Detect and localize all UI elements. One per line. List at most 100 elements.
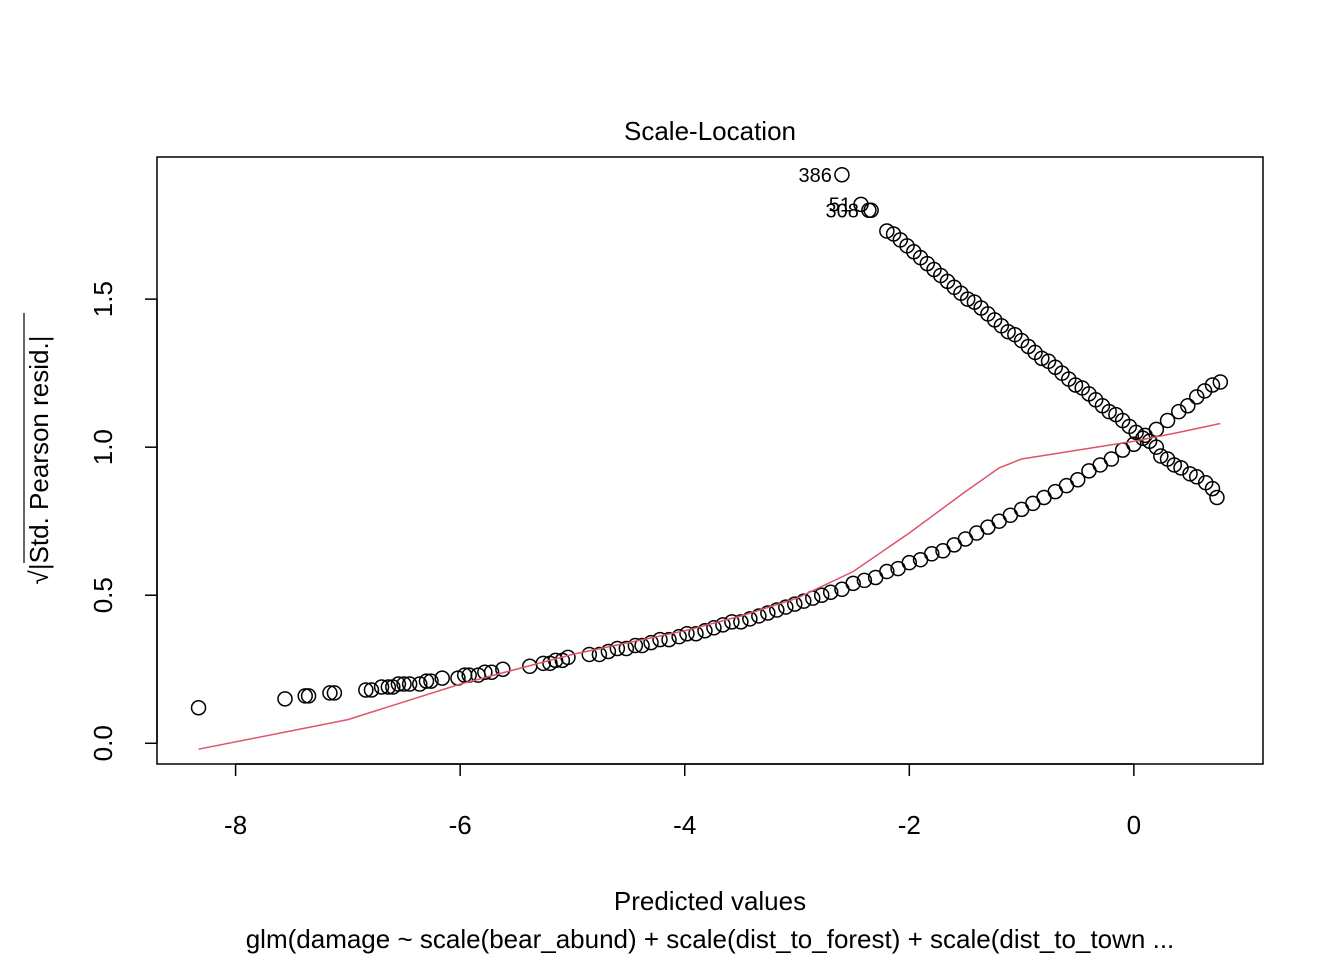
x-tick-label: -8: [224, 810, 247, 840]
chart-title: Scale-Location: [624, 116, 796, 146]
data-point: [1180, 397, 1196, 414]
data-point: [277, 691, 293, 707]
data-point: [1212, 374, 1229, 390]
data-point: [423, 673, 439, 689]
data-point: [363, 682, 380, 698]
data-point: [813, 587, 830, 603]
data-point: [679, 625, 695, 642]
data-points: [190, 167, 1229, 716]
data-point: [924, 546, 940, 562]
data-point: [733, 614, 749, 630]
point-label: 386: [799, 165, 832, 187]
data-point: [1101, 403, 1117, 420]
sqrt-symbol: √: [24, 569, 54, 584]
data-point: [1069, 471, 1086, 488]
data-point: [434, 670, 450, 686]
data-point: [373, 679, 390, 695]
data-point: [787, 596, 803, 612]
x-tick-label: -2: [898, 810, 921, 840]
data-point: [581, 646, 598, 663]
data-point: [879, 223, 895, 239]
data-point: [190, 699, 207, 716]
x-tick-label: 0: [1127, 810, 1141, 840]
x-axis: -8 -6 -4 -2 0: [224, 763, 1141, 840]
data-point: [418, 673, 435, 689]
data-point: [643, 634, 659, 651]
x-tick-label: -4: [673, 810, 696, 840]
data-point: [1173, 460, 1189, 476]
y-tick-label: 1.5: [88, 281, 118, 317]
data-point: [742, 611, 758, 627]
data-point: [715, 617, 731, 633]
y-axis: 0.0 0.5 1.0 1.5: [88, 281, 158, 761]
data-point: [591, 646, 608, 663]
data-point: [697, 623, 713, 639]
data-point: [358, 682, 374, 698]
data-point: [778, 599, 794, 615]
data-point: [1189, 469, 1205, 485]
data-point: [706, 620, 722, 636]
smoother-line: [198, 422, 1221, 750]
data-point: [390, 676, 407, 692]
x-axis-label: Predicted values: [614, 886, 806, 916]
data-point: [834, 167, 850, 183]
data-point: [477, 664, 493, 680]
data-point: [796, 593, 812, 609]
data-point: [396, 676, 412, 692]
data-point: [634, 637, 650, 654]
data-point: [297, 688, 313, 704]
data-point: [495, 661, 511, 677]
data-point: [322, 685, 338, 701]
data-point: [751, 608, 767, 624]
data-point: [1067, 377, 1084, 393]
data-point: [401, 676, 418, 692]
data-point: [879, 563, 895, 580]
data-point: [600, 643, 617, 660]
y-axis-label: √|Std. Pearson resid.|: [24, 336, 54, 585]
data-point: [609, 640, 626, 657]
data-point: [652, 631, 668, 648]
data-point: [661, 631, 677, 648]
y-tick-label: 0.5: [88, 577, 118, 613]
data-point: [1204, 377, 1221, 393]
data-point: [483, 664, 500, 680]
data-point: [1034, 350, 1050, 367]
data-point: [300, 688, 317, 704]
data-point: [856, 572, 873, 589]
data-point: [1196, 383, 1213, 399]
data-point: [760, 605, 776, 621]
chart-subtitle: glm(damage ~ scale(bear_abund) + scale(d…: [246, 924, 1175, 954]
data-point: [627, 637, 644, 654]
data-point: [724, 614, 740, 630]
plot-frame: [156, 156, 1264, 765]
y-tick-label: 1.0: [88, 429, 118, 465]
data-point: [1153, 448, 1169, 464]
data-point: [411, 676, 428, 692]
data-point: [380, 679, 397, 695]
data-point: [1000, 323, 1016, 340]
data-point: [1103, 451, 1120, 467]
point-label: 308: [826, 200, 859, 222]
data-point: [822, 584, 839, 601]
y-tick-label: 0.0: [88, 725, 118, 761]
data-point: [671, 628, 687, 645]
data-point: [1171, 403, 1187, 420]
data-point: [688, 625, 704, 642]
data-point: [863, 202, 879, 219]
data-point: [1204, 480, 1221, 497]
data-point: [959, 291, 976, 307]
data-point: [769, 602, 785, 618]
data-point: [326, 685, 343, 701]
data-point: [618, 640, 635, 657]
point-label: 51: [829, 194, 851, 216]
data-point: [1148, 439, 1165, 455]
data-point: [845, 575, 861, 592]
data-point: [1159, 412, 1176, 429]
x-tick-label: -6: [449, 810, 472, 840]
y-axis-label-text: |Std. Pearson resid.|: [24, 336, 54, 571]
data-point: [1189, 389, 1205, 405]
data-point: [1166, 457, 1183, 473]
data-point: [901, 554, 918, 571]
data-point: [1209, 489, 1225, 506]
